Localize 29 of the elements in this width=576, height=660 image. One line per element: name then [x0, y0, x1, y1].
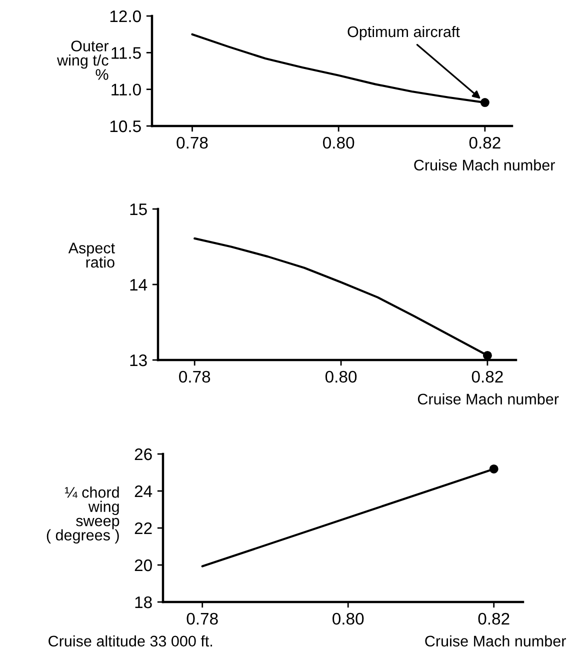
y-tick-label: 11.5 — [112, 47, 141, 59]
x-tick-label: 0.78 — [186, 612, 218, 625]
x-tick-label: 0.78 — [176, 136, 208, 149]
text: Cruise altitude 33 000 ft. — [48, 635, 212, 647]
x-tick-label: 0.80 — [325, 370, 357, 383]
x-tick-label: 0.82 — [472, 370, 503, 383]
y-tick-label: 24 — [134, 485, 152, 498]
y-tick-label: 20 — [134, 559, 152, 572]
y-axis-title: ¼ chord wing sweep ( degrees ) — [46, 486, 120, 544]
annotation: Optimum aircraft — [348, 26, 460, 40]
y-tick-label: 11.0 — [112, 84, 141, 96]
x-axis-title: Cruise Mach number — [425, 635, 566, 647]
y-tick-label: 18 — [135, 596, 152, 608]
x-axis-title: Cruise Mach number — [414, 159, 555, 171]
y-tick-label: 15 — [130, 204, 147, 216]
y-tick-label: 22 — [134, 522, 152, 534]
x-tick-label: 0.82 — [469, 136, 500, 149]
y-tick-label: 14 — [130, 279, 148, 291]
x-tick-label: 0.80 — [323, 136, 354, 149]
x-axis-title: Cruise Mach number — [418, 393, 559, 405]
y-tick-label: 12.0 — [110, 10, 141, 22]
x-tick-label: 0.82 — [478, 612, 510, 625]
y-tick-label: 13 — [130, 354, 147, 366]
x-tick-label: 0.80 — [332, 612, 364, 625]
y-tick-label: 26 — [134, 448, 152, 460]
x-tick-label: 0.78 — [179, 370, 210, 383]
y-tick-label: 10.5 — [110, 120, 141, 132]
y-axis-title: Outer wing t/c % — [56, 40, 109, 80]
y-axis-title: Aspect ratio — [68, 242, 115, 268]
